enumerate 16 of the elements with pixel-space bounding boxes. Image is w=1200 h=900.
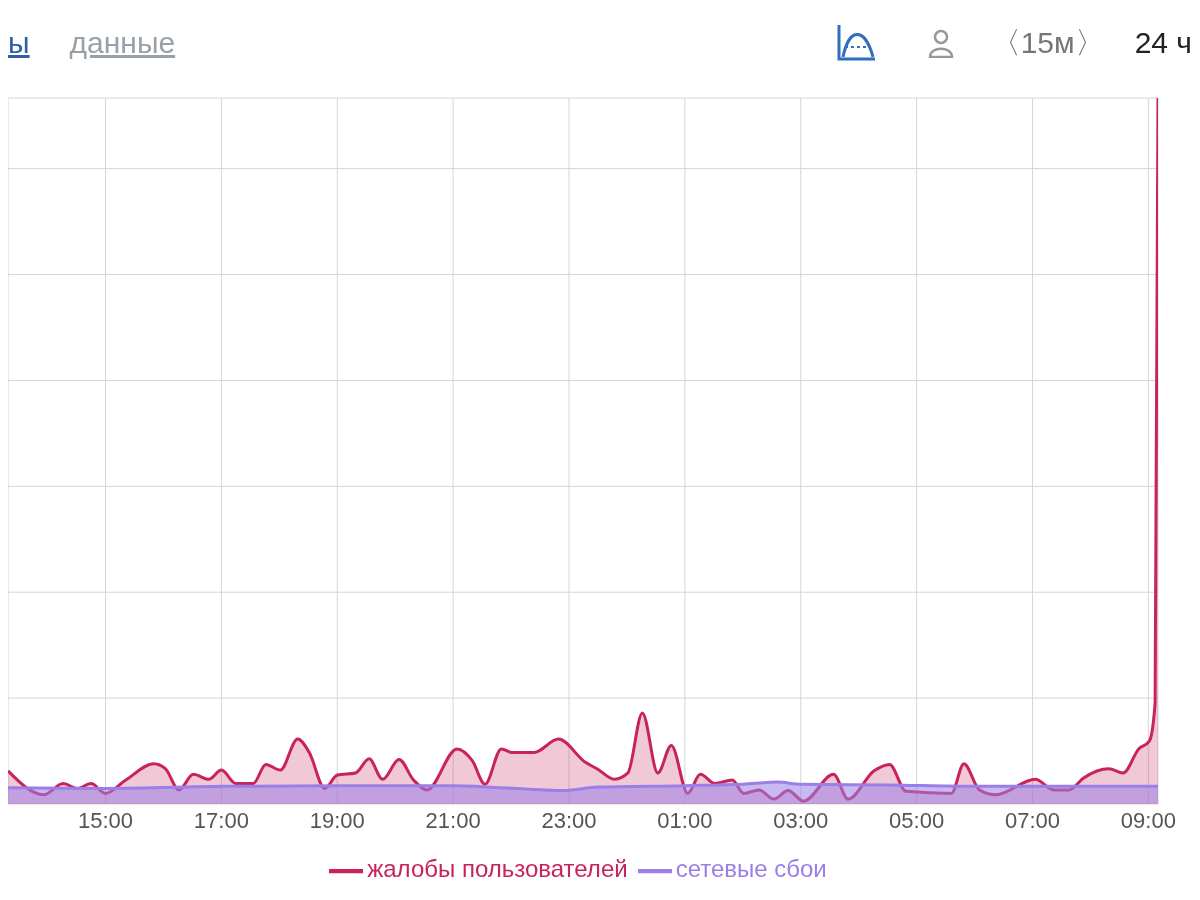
- x-tick-label: 19:00: [309, 807, 365, 833]
- x-tick-label: 07:00: [1004, 807, 1061, 833]
- legend-label: жалобы пользователей: [367, 855, 628, 883]
- legend-label: сетевые сбои: [675, 855, 827, 883]
- text: данные: [69, 26, 176, 60]
- x-tick-label: 15:00: [77, 807, 134, 833]
- x-tick-label: 01:00: [657, 807, 713, 833]
- x-tick-label: 09:00: [1120, 807, 1176, 833]
- x-tick-label: 23:00: [541, 807, 597, 833]
- x-tick-label: 05:00: [889, 807, 945, 833]
- text: 24 ч: [1134, 26, 1192, 60]
- x-tick-label: 21:00: [425, 807, 481, 833]
- x-tick-label: 17:00: [193, 807, 249, 833]
- text: ы: [8, 26, 30, 60]
- text: 〈15м〉: [990, 24, 1105, 61]
- x-tick-label: 03:00: [773, 807, 829, 833]
